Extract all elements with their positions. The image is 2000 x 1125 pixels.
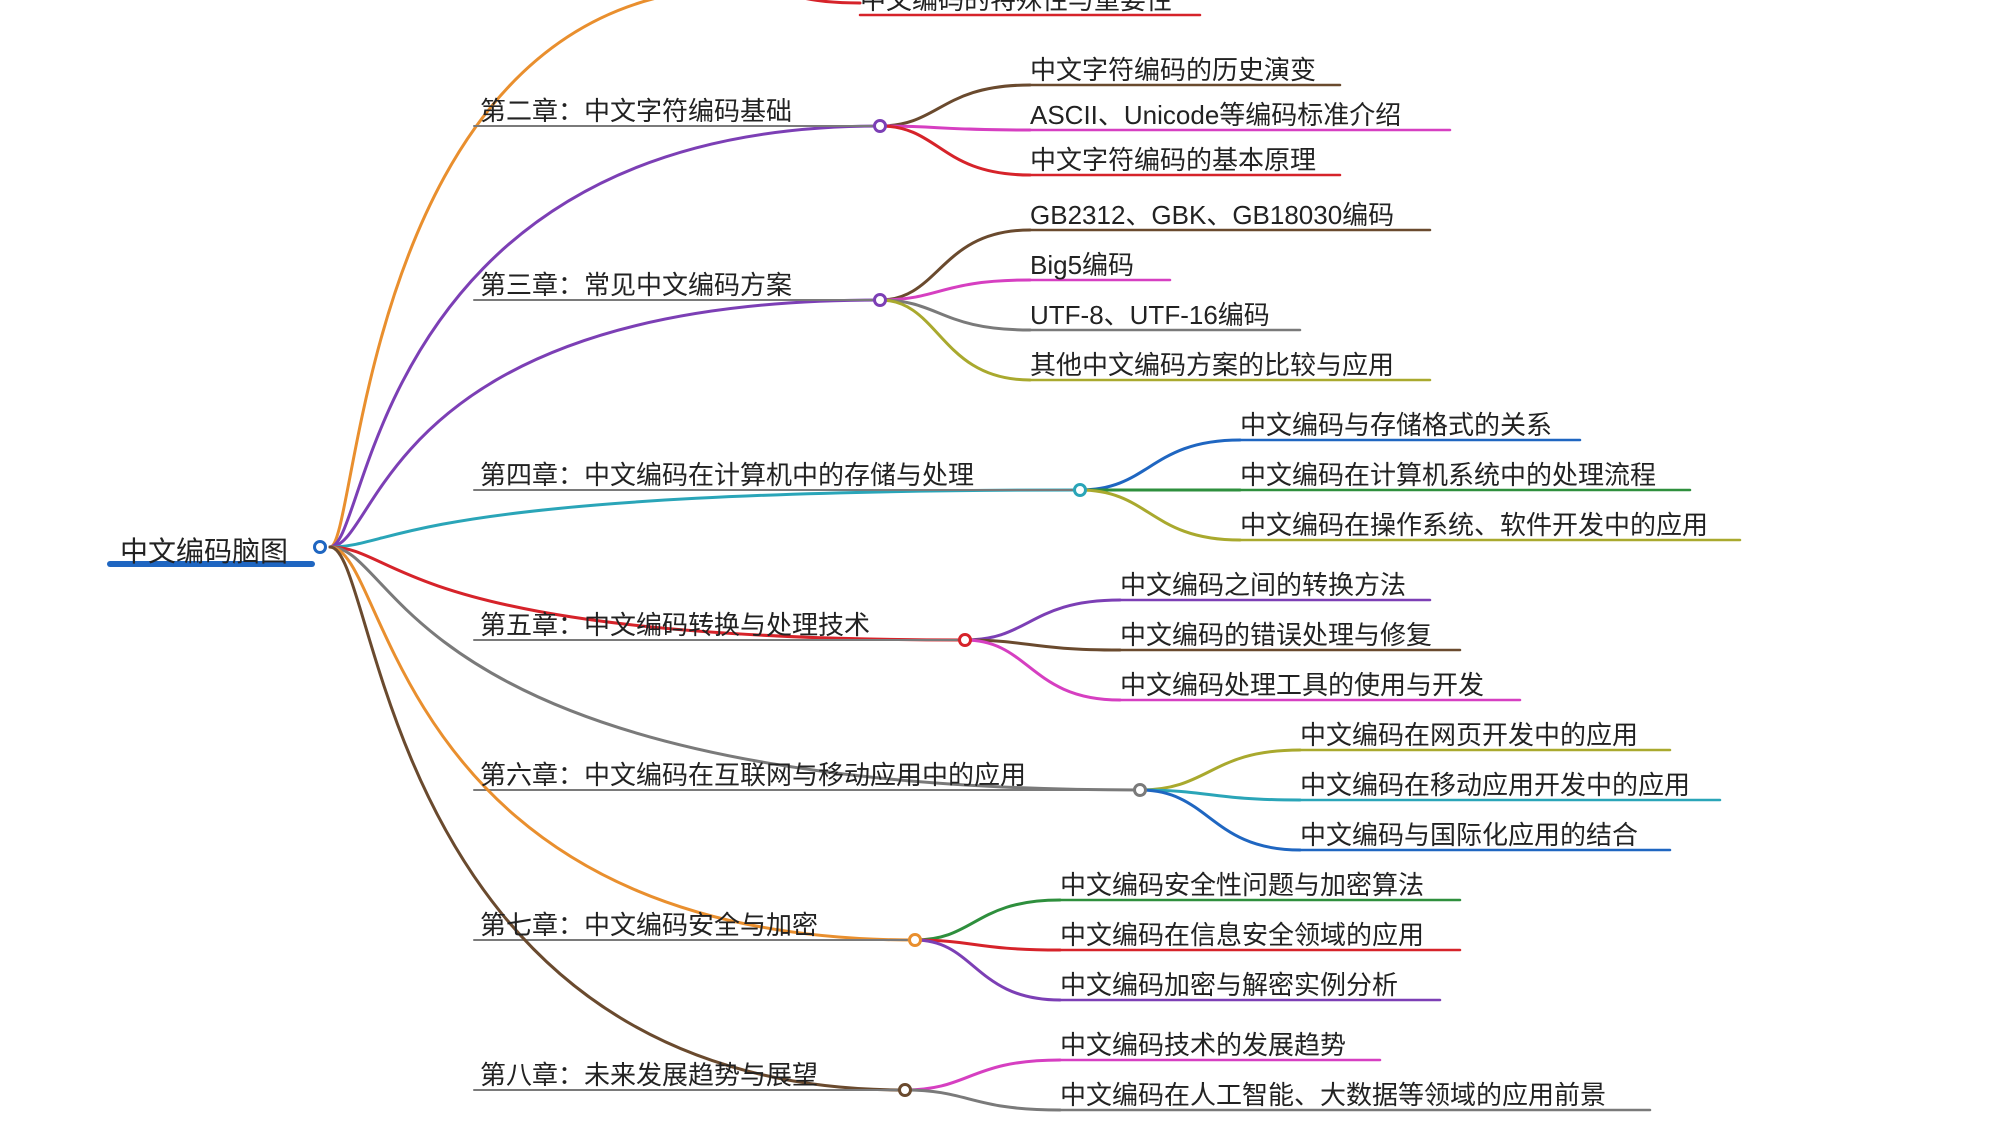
root-label: 中文编码脑图: [120, 530, 288, 570]
leaf-label-3-2: 中文编码在操作系统、软件开发中的应用: [1240, 510, 1708, 541]
leaf-label-2-1: Big5编码: [1030, 250, 1134, 281]
node-circle: [873, 293, 887, 307]
branch-label-4: 第五章：中文编码转换与处理技术: [480, 610, 870, 641]
leaf-label-2-3: 其他中文编码方案的比较与应用: [1030, 350, 1394, 381]
leaf-label-3-1: 中文编码在计算机系统中的处理流程: [1240, 460, 1656, 491]
node-circle: [873, 119, 887, 133]
leaf-label-4-0: 中文编码之间的转换方法: [1120, 570, 1406, 601]
leaf-label-1-2: 中文字符编码的基本原理: [1030, 145, 1316, 176]
node-circle: [898, 1083, 912, 1097]
branch-label-1: 第二章：中文字符编码基础: [480, 96, 792, 127]
leaf-label-6-1: 中文编码在信息安全领域的应用: [1060, 920, 1424, 951]
leaf-label-6-2: 中文编码加密与解密实例分析: [1060, 970, 1398, 1001]
leaf-label-5-0: 中文编码在网页开发中的应用: [1300, 720, 1638, 751]
leaf-label-1-0: 中文字符编码的历史演变: [1030, 55, 1316, 86]
branch-label-7: 第八章：未来发展趋势与展望: [480, 1060, 818, 1091]
node-circle: [313, 540, 327, 554]
leaf-label-0-0: 中文编码的特殊性与重要性: [860, 0, 1172, 16]
leaf-label-2-2: UTF-8、UTF-16编码: [1030, 300, 1270, 331]
leaf-label-7-0: 中文编码技术的发展趋势: [1060, 1030, 1346, 1061]
branch-label-3: 第四章：中文编码在计算机中的存储与处理: [480, 460, 974, 491]
branch-label-6: 第七章：中文编码安全与加密: [480, 910, 818, 941]
leaf-label-4-1: 中文编码的错误处理与修复: [1120, 620, 1432, 651]
leaf-label-5-2: 中文编码与国际化应用的结合: [1300, 820, 1638, 851]
leaf-label-4-2: 中文编码处理工具的使用与开发: [1120, 670, 1484, 701]
leaf-label-5-1: 中文编码在移动应用开发中的应用: [1300, 770, 1690, 801]
node-circle: [1073, 483, 1087, 497]
leaf-label-6-0: 中文编码安全性问题与加密算法: [1060, 870, 1424, 901]
node-circle: [908, 933, 922, 947]
leaf-label-1-1: ASCII、Unicode等编码标准介绍: [1030, 100, 1401, 131]
node-circle: [1133, 783, 1147, 797]
branch-label-5: 第六章：中文编码在互联网与移动应用中的应用: [480, 760, 1026, 791]
node-circle: [958, 633, 972, 647]
leaf-label-7-1: 中文编码在人工智能、大数据等领域的应用前景: [1060, 1080, 1606, 1111]
leaf-label-3-0: 中文编码与存储格式的关系: [1240, 410, 1552, 441]
branch-label-2: 第三章：常见中文编码方案: [480, 270, 792, 301]
leaf-label-2-0: GB2312、GBK、GB18030编码: [1030, 200, 1394, 231]
